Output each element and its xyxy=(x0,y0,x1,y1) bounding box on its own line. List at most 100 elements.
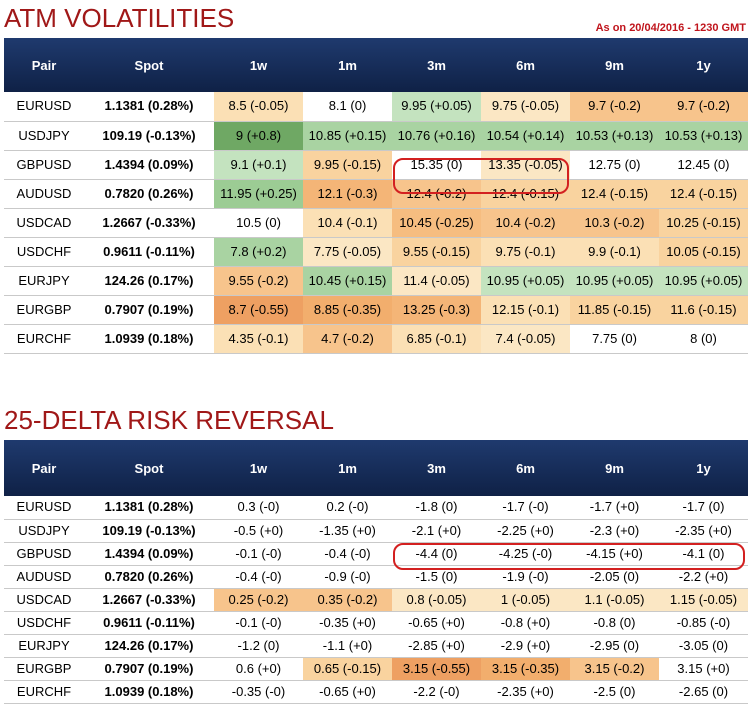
spot-cell: 1.4394 (0.09%) xyxy=(84,150,214,180)
value-cell: -2.9 (+0) xyxy=(481,634,570,658)
spot-cell: 1.2667 (-0.33%) xyxy=(84,208,214,238)
table-row: EURGBP 0.7907 (0.19%) 8.7 (-0.55) 8.85 (-0.… xyxy=(4,295,748,325)
spot-cell: 0.7907 (0.19%) xyxy=(84,295,214,325)
value-cell: 9.75 (-0.05) xyxy=(481,92,570,122)
value-cell: -3.05 (0) xyxy=(659,634,748,658)
value-cell: -0.35 (+0) xyxy=(303,611,392,635)
value-cell: -0.8 (0) xyxy=(570,611,659,635)
pair-cell: EURCHF xyxy=(4,324,84,354)
pair-cell: USDCHF xyxy=(4,237,84,267)
value-cell: 13.25 (-0.3) xyxy=(392,295,481,325)
column-header-1w: 1w xyxy=(214,38,303,92)
value-cell: 3.15 (-0.2) xyxy=(570,657,659,681)
table-row: GBPUSD 1.4394 (0.09%) 9.1 (+0.1) 9.95 (-0.1… xyxy=(4,150,748,180)
value-cell: 0.2 (-0) xyxy=(303,496,392,520)
value-cell: 10.95 (+0.05) xyxy=(481,266,570,296)
value-cell: 10.45 (+0.15) xyxy=(303,266,392,296)
column-header-spot: Spot xyxy=(84,38,214,92)
value-cell: 0.25 (-0.2) xyxy=(214,588,303,612)
column-header-1m: 1m xyxy=(303,38,392,92)
column-header-1m: 1m xyxy=(303,440,392,496)
table-row: EURJPY 124.26 (0.17%) 9.55 (-0.2) 10.45 (+0… xyxy=(4,266,748,296)
value-cell: 12.1 (-0.3) xyxy=(303,179,392,209)
value-cell: 6.85 (-0.1) xyxy=(392,324,481,354)
spot-cell: 0.7907 (0.19%) xyxy=(84,657,214,681)
value-cell: -0.1 (-0) xyxy=(214,542,303,566)
spot-cell: 1.1381 (0.28%) xyxy=(84,92,214,122)
column-header-9m: 9m xyxy=(570,38,659,92)
value-cell: -0.65 (+0) xyxy=(303,680,392,704)
value-cell: 11.95 (+0.25) xyxy=(214,179,303,209)
value-cell: 10.4 (-0.1) xyxy=(303,208,392,238)
table-row: EURUSD 1.1381 (0.28%) 8.5 (-0.05) 8.1 (0) 9.… xyxy=(4,92,748,122)
value-cell: 0.8 (-0.05) xyxy=(392,588,481,612)
value-cell: 11.4 (-0.05) xyxy=(392,266,481,296)
atm-section-title: ATM VOLATILITIES xyxy=(4,3,235,33)
value-cell: 9 (+0.8) xyxy=(214,121,303,151)
value-cell: -2.5 (0) xyxy=(570,680,659,704)
pair-cell: EURUSD xyxy=(4,496,84,520)
column-header-spot: Spot xyxy=(84,440,214,496)
table-row: USDCAD 1.2667 (-0.33%) 0.25 (-0.2) 0.35 (-0… xyxy=(4,588,748,612)
risk-reversal-section-title: 25-DELTA RISK REVERSAL xyxy=(4,405,334,435)
value-cell: -1.8 (0) xyxy=(392,496,481,520)
pair-cell: USDCAD xyxy=(4,588,84,612)
value-cell: 4.7 (-0.2) xyxy=(303,324,392,354)
pair-cell: USDCHF xyxy=(4,611,84,635)
value-cell: -4.1 (0) xyxy=(659,542,748,566)
value-cell: 10.3 (-0.2) xyxy=(570,208,659,238)
spot-cell: 0.7820 (0.26%) xyxy=(84,565,214,589)
spot-cell: 1.0939 (0.18%) xyxy=(84,680,214,704)
table-row: EURCHF 1.0939 (0.18%) -0.35 (-0) -0.65 (+0)… xyxy=(4,680,748,704)
spot-cell: 124.26 (0.17%) xyxy=(84,266,214,296)
value-cell: 9.95 (+0.05) xyxy=(392,92,481,122)
column-header-1y: 1y xyxy=(659,440,748,496)
value-cell: 10.05 (-0.15) xyxy=(659,237,748,267)
value-cell: 0.35 (-0.2) xyxy=(303,588,392,612)
spot-cell: 0.9611 (-0.11%) xyxy=(84,611,214,635)
value-cell: -1.7 (+0) xyxy=(570,496,659,520)
spot-cell: 0.7820 (0.26%) xyxy=(84,179,214,209)
value-cell: 12.4 (-0.15) xyxy=(481,179,570,209)
value-cell: -1.7 (0) xyxy=(659,496,748,520)
pair-cell: EURUSD xyxy=(4,92,84,122)
spot-cell: 1.2667 (-0.33%) xyxy=(84,588,214,612)
value-cell: 9.55 (-0.15) xyxy=(392,237,481,267)
value-cell: 4.35 (-0.1) xyxy=(214,324,303,354)
value-cell: 0.6 (+0) xyxy=(214,657,303,681)
value-cell: 8.1 (0) xyxy=(303,92,392,122)
pair-cell: GBPUSD xyxy=(4,542,84,566)
value-cell: -2.3 (+0) xyxy=(570,519,659,543)
column-header-1y: 1y xyxy=(659,38,748,92)
value-cell: -1.2 (0) xyxy=(214,634,303,658)
column-header-6m: 6m xyxy=(481,38,570,92)
value-cell: -4.15 (+0) xyxy=(570,542,659,566)
value-cell: 10.4 (-0.2) xyxy=(481,208,570,238)
table-row: USDCAD 1.2667 (-0.33%) 10.5 (0) 10.4 (-0.1)… xyxy=(4,208,748,238)
value-cell: -2.85 (+0) xyxy=(392,634,481,658)
value-cell: 13.35 (-0.05) xyxy=(481,150,570,180)
value-cell: 9.7 (-0.2) xyxy=(570,92,659,122)
value-cell: 1.1 (-0.05) xyxy=(570,588,659,612)
value-cell: 10.5 (0) xyxy=(214,208,303,238)
value-cell: 10.95 (+0.05) xyxy=(659,266,748,296)
value-cell: 8 (0) xyxy=(659,324,748,354)
value-cell: -2.95 (0) xyxy=(570,634,659,658)
table-row: USDCHF 0.9611 (-0.11%) 7.8 (+0.2) 7.75 (-0.… xyxy=(4,237,748,267)
value-cell: 7.8 (+0.2) xyxy=(214,237,303,267)
value-cell: -2.1 (+0) xyxy=(392,519,481,543)
value-cell: 10.54 (+0.14) xyxy=(481,121,570,151)
value-cell: -0.65 (+0) xyxy=(392,611,481,635)
value-cell: -0.4 (-0) xyxy=(214,565,303,589)
value-cell: 1 (-0.05) xyxy=(481,588,570,612)
value-cell: -2.25 (+0) xyxy=(481,519,570,543)
pair-cell: USDJPY xyxy=(4,519,84,543)
value-cell: 8.5 (-0.05) xyxy=(214,92,303,122)
table-row: AUDUSD 0.7820 (0.26%) 11.95 (+0.25) 12.1 (-… xyxy=(4,179,748,209)
spot-cell: 0.9611 (-0.11%) xyxy=(84,237,214,267)
pair-cell: EURJPY xyxy=(4,266,84,296)
pair-cell: USDCAD xyxy=(4,208,84,238)
value-cell: 12.4 (-0.15) xyxy=(570,179,659,209)
pair-cell: AUDUSD xyxy=(4,179,84,209)
value-cell: 10.53 (+0.13) xyxy=(570,121,659,151)
